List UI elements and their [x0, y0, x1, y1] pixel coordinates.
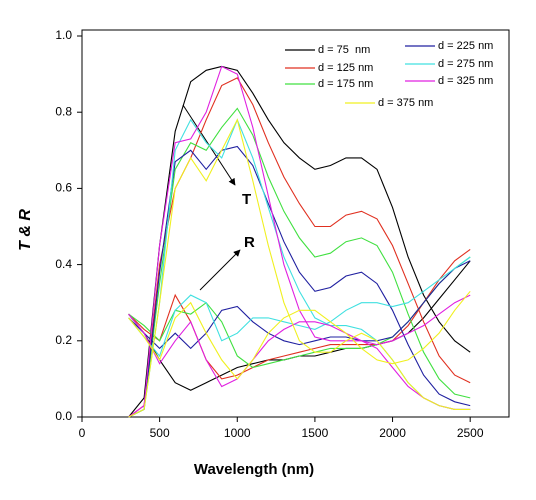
transmittance-line [128, 118, 471, 418]
reflectance-line [128, 290, 471, 380]
annotation: T [242, 191, 251, 208]
x-tick-label: 500 [150, 426, 170, 440]
legend-label: d = 125 nm [318, 62, 373, 74]
y-tick-label: 0.4 [55, 257, 72, 271]
legend-label: d = 175 nm [318, 78, 373, 90]
x-tick-label: 1000 [224, 426, 251, 440]
transmittance-line [128, 65, 471, 418]
x-tick-label: 2500 [457, 426, 484, 440]
transmittance-line [128, 107, 471, 418]
transmittance-line [128, 118, 471, 418]
transmittance-line [128, 65, 471, 418]
legend-label: d = 75 nm [318, 44, 370, 56]
reflectance-line [128, 256, 471, 369]
y-tick-label: 0.8 [55, 104, 72, 118]
x-axis-label: Wavelength (nm) [194, 461, 314, 478]
y-tick-label: 0.2 [55, 333, 72, 347]
legend-label: d = 325 nm [438, 75, 493, 87]
reflectance-line [128, 248, 471, 380]
y-tick-label: 0.0 [55, 409, 72, 423]
plot-frame [81, 29, 510, 418]
reflectance-line [128, 294, 471, 388]
legend-label: d = 375 nm [378, 97, 433, 109]
y-tick-label: 0.6 [55, 181, 72, 195]
x-tick-label: 0 [79, 426, 86, 440]
x-tick-label: 1500 [302, 426, 329, 440]
transmittance-line [128, 145, 471, 418]
reflectance-line [128, 260, 471, 350]
reflectance-line [128, 256, 471, 358]
legend-label: d = 275 nm [438, 58, 493, 70]
annotation: R [244, 234, 255, 251]
x-tick-label: 2000 [379, 426, 406, 440]
y-axis-label: T & R [17, 209, 34, 251]
arrow [199, 249, 241, 291]
legend-label: d = 225 nm [438, 40, 493, 52]
y-tick-label: 1.0 [55, 28, 72, 42]
